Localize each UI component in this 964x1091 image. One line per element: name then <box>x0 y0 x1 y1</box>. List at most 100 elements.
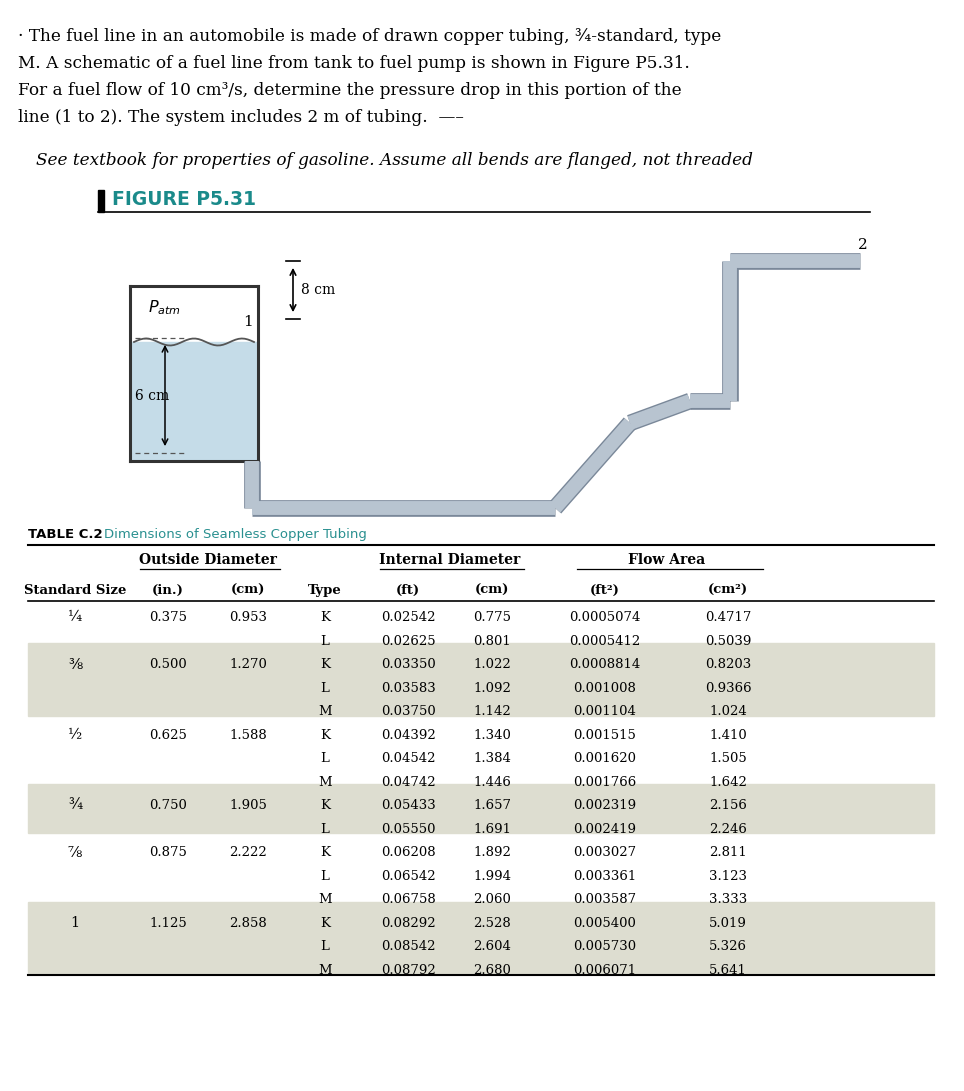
Text: Standard Size: Standard Size <box>24 584 126 597</box>
Text: 5.326: 5.326 <box>709 940 747 954</box>
Text: L: L <box>321 752 330 765</box>
Text: 1: 1 <box>70 916 80 931</box>
Text: L: L <box>321 870 330 883</box>
Text: 1.657: 1.657 <box>473 799 511 812</box>
Text: 1.691: 1.691 <box>473 823 511 836</box>
Text: 0.002319: 0.002319 <box>574 799 636 812</box>
Text: For a fuel flow of 10 cm³/s, determine the pressure drop in this portion of the: For a fuel flow of 10 cm³/s, determine t… <box>18 82 682 99</box>
Text: L: L <box>321 823 330 836</box>
Text: 0.05550: 0.05550 <box>381 823 436 836</box>
Text: Dimensions of Seamless Copper Tubing: Dimensions of Seamless Copper Tubing <box>104 528 367 541</box>
Text: 0.04742: 0.04742 <box>381 776 436 789</box>
Text: K: K <box>320 799 330 812</box>
Text: 1.505: 1.505 <box>710 752 747 765</box>
Text: 0.05433: 0.05433 <box>381 799 436 812</box>
Text: ½: ½ <box>67 728 82 742</box>
Text: Outside Diameter: Outside Diameter <box>139 553 277 567</box>
Text: 0.08542: 0.08542 <box>381 940 436 954</box>
Text: 1.125: 1.125 <box>149 916 187 930</box>
Text: 0.8203: 0.8203 <box>705 658 751 671</box>
Text: 0.06758: 0.06758 <box>381 894 436 907</box>
Text: 0.006071: 0.006071 <box>574 963 636 976</box>
Text: 0.06208: 0.06208 <box>381 847 436 859</box>
Text: (ft): (ft) <box>396 584 420 597</box>
Text: 0.001620: 0.001620 <box>574 752 636 765</box>
Text: 2.156: 2.156 <box>710 799 747 812</box>
Text: 0.02625: 0.02625 <box>381 635 436 648</box>
Text: line (1 to 2). The system includes 2 m of tubing.  —–: line (1 to 2). The system includes 2 m o… <box>18 109 464 125</box>
Text: 1.024: 1.024 <box>710 705 747 718</box>
Text: 0.06542: 0.06542 <box>381 870 436 883</box>
Text: 1.384: 1.384 <box>473 752 511 765</box>
Text: 1.994: 1.994 <box>473 870 511 883</box>
Text: 1.340: 1.340 <box>473 729 511 742</box>
Text: 5.019: 5.019 <box>710 916 747 930</box>
Text: ⅞: ⅞ <box>67 846 82 860</box>
Text: 1.092: 1.092 <box>473 682 511 695</box>
Text: 0.500: 0.500 <box>149 658 187 671</box>
Text: 0.750: 0.750 <box>149 799 187 812</box>
Text: 2.060: 2.060 <box>473 894 511 907</box>
Text: · The fuel line in an automobile is made of drawn copper tubing, ¾-standard, typ: · The fuel line in an automobile is made… <box>18 28 721 45</box>
Text: K: K <box>320 729 330 742</box>
Text: 1.588: 1.588 <box>229 729 267 742</box>
Bar <box>131 341 257 460</box>
Bar <box>28 902 934 974</box>
Text: (in.): (in.) <box>152 584 184 597</box>
Text: 0.953: 0.953 <box>229 611 267 624</box>
Text: FIGURE P5.31: FIGURE P5.31 <box>112 190 256 209</box>
Text: 0.001008: 0.001008 <box>574 682 636 695</box>
Text: (cm): (cm) <box>475 584 509 597</box>
Text: 2.604: 2.604 <box>473 940 511 954</box>
Text: 0.002419: 0.002419 <box>574 823 636 836</box>
Text: K: K <box>320 916 330 930</box>
Text: K: K <box>320 658 330 671</box>
Text: K: K <box>320 847 330 859</box>
Text: 3.123: 3.123 <box>709 870 747 883</box>
Text: 0.001515: 0.001515 <box>574 729 636 742</box>
Text: 0.001766: 0.001766 <box>574 776 636 789</box>
Text: 0.001104: 0.001104 <box>574 705 636 718</box>
Text: $P_{atm}$: $P_{atm}$ <box>148 299 181 317</box>
Text: 1: 1 <box>243 315 253 329</box>
Text: 1.270: 1.270 <box>229 658 267 671</box>
Text: 8 cm: 8 cm <box>301 283 335 297</box>
Text: (cm²): (cm²) <box>708 584 748 597</box>
Text: 1.022: 1.022 <box>473 658 511 671</box>
Text: 0.5039: 0.5039 <box>705 635 751 648</box>
Text: M: M <box>318 963 332 976</box>
Text: 2.811: 2.811 <box>710 847 747 859</box>
Text: 0.03583: 0.03583 <box>381 682 436 695</box>
Text: L: L <box>321 682 330 695</box>
Bar <box>98 190 104 212</box>
Text: ⅜: ⅜ <box>67 658 82 672</box>
Text: TABLE C.2: TABLE C.2 <box>28 528 102 541</box>
Text: 0.03750: 0.03750 <box>381 705 436 718</box>
Bar <box>28 644 934 716</box>
Text: 1.892: 1.892 <box>473 847 511 859</box>
Text: 0.0005412: 0.0005412 <box>570 635 641 648</box>
Text: 0.0005074: 0.0005074 <box>570 611 641 624</box>
Text: 0.003027: 0.003027 <box>574 847 636 859</box>
Text: 0.005730: 0.005730 <box>574 940 636 954</box>
Text: 0.4717: 0.4717 <box>705 611 751 624</box>
Text: (cm): (cm) <box>230 584 265 597</box>
Bar <box>28 784 934 834</box>
Text: M: M <box>318 776 332 789</box>
Text: 0.9366: 0.9366 <box>705 682 751 695</box>
Text: 2: 2 <box>858 238 868 252</box>
Text: 2.680: 2.680 <box>473 963 511 976</box>
Text: 0.003587: 0.003587 <box>574 894 636 907</box>
Text: 2.222: 2.222 <box>229 847 267 859</box>
Text: 0.625: 0.625 <box>149 729 187 742</box>
Text: 1.642: 1.642 <box>710 776 747 789</box>
Text: 0.0008814: 0.0008814 <box>570 658 641 671</box>
Text: See textbook for properties of gasoline. Assume all bends are flanged, not threa: See textbook for properties of gasoline.… <box>36 153 753 169</box>
Text: 0.375: 0.375 <box>149 611 187 624</box>
Text: Type: Type <box>308 584 342 597</box>
Text: Internal Diameter: Internal Diameter <box>380 553 521 567</box>
Text: 1.905: 1.905 <box>229 799 267 812</box>
Text: 0.875: 0.875 <box>149 847 187 859</box>
Text: L: L <box>321 940 330 954</box>
Text: 0.003361: 0.003361 <box>574 870 636 883</box>
